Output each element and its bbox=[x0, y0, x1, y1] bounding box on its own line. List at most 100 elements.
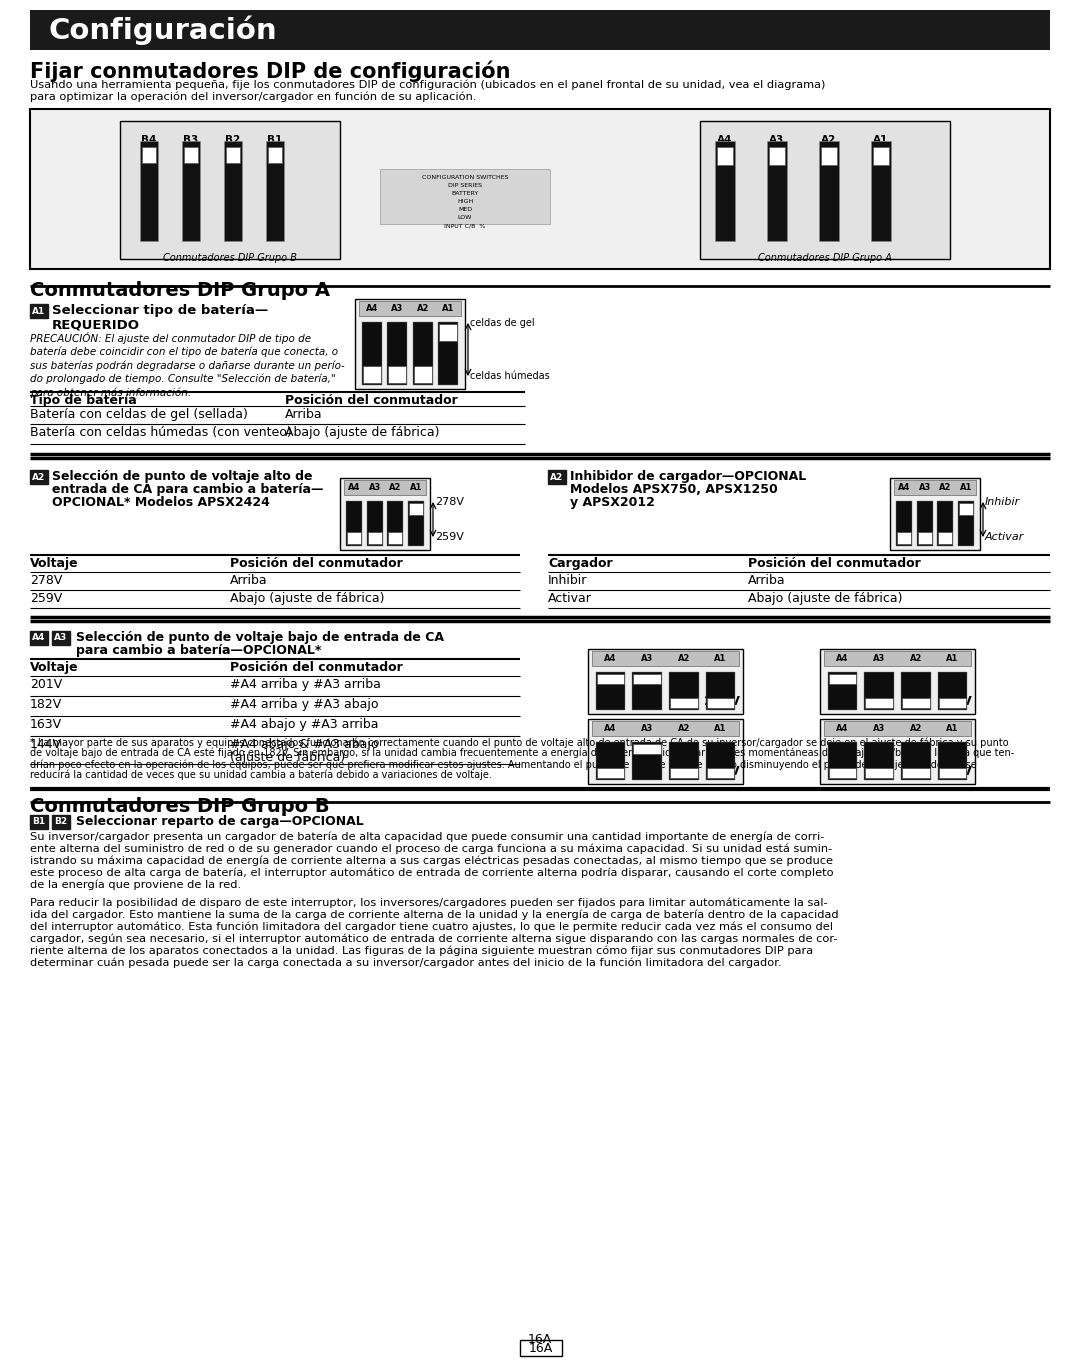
Text: A2: A2 bbox=[417, 304, 429, 312]
Text: A2: A2 bbox=[389, 483, 402, 492]
Bar bbox=[670, 672, 699, 711]
Text: A3: A3 bbox=[391, 304, 403, 312]
Bar bbox=[821, 147, 837, 165]
Text: MED: MED bbox=[458, 207, 472, 211]
Bar bbox=[362, 322, 382, 385]
Text: 201V: 201V bbox=[30, 678, 63, 692]
Bar bbox=[367, 532, 382, 544]
Text: BATTERY: BATTERY bbox=[451, 191, 478, 196]
Bar bbox=[414, 366, 432, 383]
Text: #A4 arriba y #A3 arriba: #A4 arriba y #A3 arriba bbox=[230, 678, 381, 692]
Text: Selección de punto de voltaje bajo de entrada de CA: Selección de punto de voltaje bajo de en… bbox=[76, 632, 444, 644]
Text: Activar: Activar bbox=[985, 532, 1024, 542]
Text: A1: A1 bbox=[874, 135, 889, 145]
Bar bbox=[896, 501, 913, 546]
Text: DIP SERIES: DIP SERIES bbox=[448, 183, 482, 188]
Text: Para reducir la posibilidad de disparo de este interruptor, los inversores/carga: Para reducir la posibilidad de disparo d… bbox=[30, 898, 827, 907]
Bar bbox=[52, 816, 70, 829]
Text: para optimizar la operación del inversor/cargador en función de su aplicación.: para optimizar la operación del inversor… bbox=[30, 91, 476, 101]
Bar bbox=[141, 147, 156, 164]
Bar bbox=[519, 1339, 562, 1356]
Text: 16A: 16A bbox=[529, 1342, 553, 1354]
Text: Batería con celdas de gel (sellada): Batería con celdas de gel (sellada) bbox=[30, 408, 248, 421]
Text: A2: A2 bbox=[909, 724, 922, 732]
Text: A4: A4 bbox=[348, 483, 361, 492]
Text: PRECAUCIÓN: El ajuste del conmutador DIP de tipo de
batería debe coincidir con e: PRECAUCIÓN: El ajuste del conmutador DIP… bbox=[30, 331, 345, 398]
Text: Abajo (ajuste de fábrica): Abajo (ajuste de fábrica) bbox=[285, 426, 440, 439]
Bar bbox=[266, 140, 284, 241]
Text: Voltaje: Voltaje bbox=[30, 662, 79, 674]
Text: A3: A3 bbox=[642, 724, 653, 732]
Text: A3: A3 bbox=[54, 633, 68, 642]
Bar bbox=[184, 147, 198, 164]
Bar bbox=[890, 477, 980, 550]
Bar bbox=[120, 121, 340, 259]
Text: #A4 abajo y #A3 arriba: #A4 abajo y #A3 arriba bbox=[230, 717, 378, 731]
Text: Posición del conmutador: Posición del conmutador bbox=[285, 394, 458, 406]
Text: celdas de gel: celdas de gel bbox=[470, 318, 535, 327]
Bar bbox=[413, 322, 433, 385]
Bar bbox=[902, 698, 930, 708]
Text: A3: A3 bbox=[919, 483, 931, 492]
Text: entrada de CA para cambio a batería—: entrada de CA para cambio a batería— bbox=[52, 483, 323, 496]
Text: A1: A1 bbox=[715, 653, 727, 663]
Bar bbox=[345, 480, 426, 495]
Text: 182V: 182V bbox=[30, 698, 63, 711]
Bar bbox=[355, 299, 465, 389]
Text: A2: A2 bbox=[822, 135, 837, 145]
Text: (ajuste de fábrica): (ajuste de fábrica) bbox=[230, 752, 346, 764]
Text: #A4 arriba y #A3 abajo: #A4 arriba y #A3 abajo bbox=[230, 698, 378, 711]
Text: 278V: 278V bbox=[435, 496, 464, 507]
Bar bbox=[30, 304, 48, 318]
Bar bbox=[634, 743, 661, 754]
Text: A2: A2 bbox=[940, 483, 951, 492]
Text: B4: B4 bbox=[141, 135, 157, 145]
Text: OPCIONAL* Modelos APSX2424: OPCIONAL* Modelos APSX2424 bbox=[52, 496, 270, 509]
Bar bbox=[596, 674, 624, 685]
Text: A4: A4 bbox=[604, 653, 617, 663]
Bar bbox=[407, 501, 424, 546]
Text: Configuración: Configuración bbox=[48, 15, 276, 45]
Bar bbox=[717, 147, 733, 165]
Bar bbox=[388, 366, 406, 383]
Bar bbox=[340, 477, 430, 550]
Text: ente alterna del suministro de red o de su generador cuando el proceso de carga : ente alterna del suministro de red o de … bbox=[30, 843, 833, 854]
Text: reducirá la cantidad de veces que su unidad cambia a batería debido a variacione: reducirá la cantidad de veces que su uni… bbox=[30, 771, 491, 780]
Text: 163V: 163V bbox=[30, 717, 63, 731]
Text: Seleccionar tipo de batería—: Seleccionar tipo de batería— bbox=[52, 304, 268, 316]
Bar bbox=[224, 140, 242, 241]
Text: A4: A4 bbox=[32, 633, 45, 642]
Text: Conmutadores DIP Grupo B: Conmutadores DIP Grupo B bbox=[163, 252, 297, 263]
Bar bbox=[901, 742, 931, 780]
Text: Usando una herramienta pequeña, fije los conmutadores DIP de configuración (ubic: Usando una herramienta pequeña, fije los… bbox=[30, 79, 825, 90]
Text: Conmutadores DIP Grupo A: Conmutadores DIP Grupo A bbox=[30, 281, 330, 300]
Bar bbox=[939, 532, 953, 544]
Bar bbox=[670, 742, 699, 780]
Bar bbox=[706, 672, 735, 711]
Bar bbox=[939, 698, 967, 708]
Bar bbox=[828, 674, 856, 685]
Bar bbox=[707, 768, 734, 777]
Text: Tipo de batería: Tipo de batería bbox=[30, 394, 137, 406]
Text: CONFIGURATION SWITCHES: CONFIGURATION SWITCHES bbox=[422, 175, 509, 180]
Bar bbox=[820, 649, 975, 713]
Text: A3: A3 bbox=[769, 135, 785, 145]
Bar bbox=[820, 719, 975, 784]
Text: INPUT C/B  %: INPUT C/B % bbox=[444, 222, 486, 228]
Text: A3: A3 bbox=[642, 653, 653, 663]
Text: * La mayor parte de sus aparatos y equipos conectados funcionarán correctamente : * La mayor parte de sus aparatos y equip… bbox=[30, 737, 1009, 747]
Bar bbox=[706, 742, 735, 780]
Text: Inhibidor de cargador—OPCIONAL: Inhibidor de cargador—OPCIONAL bbox=[570, 471, 807, 483]
Bar bbox=[937, 672, 968, 711]
Bar bbox=[30, 632, 48, 645]
Text: B2: B2 bbox=[54, 817, 68, 827]
Text: Posición del conmutador: Posición del conmutador bbox=[748, 557, 921, 570]
Bar bbox=[438, 322, 458, 385]
Text: A2: A2 bbox=[32, 472, 45, 481]
Bar bbox=[937, 742, 968, 780]
Bar bbox=[828, 768, 856, 777]
Bar bbox=[596, 672, 625, 711]
Bar bbox=[827, 672, 858, 711]
Text: A3: A3 bbox=[873, 724, 886, 732]
Text: A1: A1 bbox=[959, 483, 972, 492]
